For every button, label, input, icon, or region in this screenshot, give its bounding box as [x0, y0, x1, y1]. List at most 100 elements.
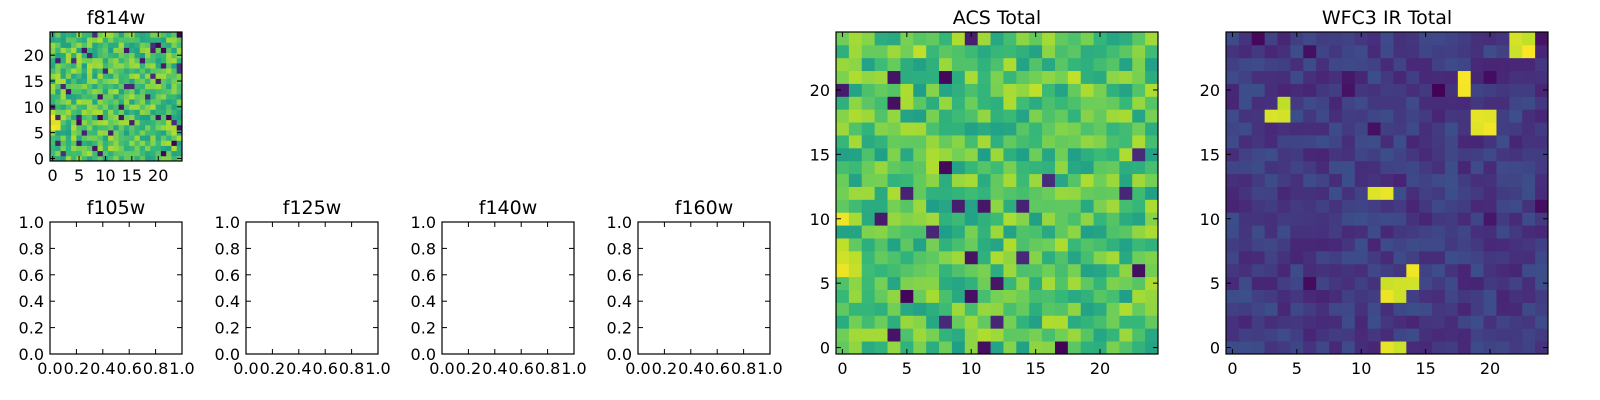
heatmap-cell	[71, 37, 77, 43]
heatmap-cell	[1132, 328, 1146, 342]
heatmap-cell	[1432, 57, 1446, 72]
heatmap-cell	[1029, 302, 1043, 316]
heatmap-cell	[171, 150, 178, 157]
heatmap-cell	[166, 114, 172, 121]
heatmap-cell	[118, 68, 125, 74]
heatmap-cell	[926, 199, 940, 213]
heatmap-cell	[1145, 199, 1159, 213]
heatmap-cell	[81, 119, 88, 126]
heatmap-cell	[1444, 96, 1459, 110]
heatmap-cell	[874, 96, 888, 110]
heatmap-cell	[160, 114, 167, 121]
heatmap-cell	[139, 104, 146, 110]
heatmap-cell	[1277, 250, 1291, 265]
heatmap-cell	[1238, 212, 1253, 226]
x-tick-label: 10	[1351, 359, 1371, 378]
heatmap-cell	[1106, 341, 1120, 355]
heatmap-cell	[102, 114, 109, 121]
heatmap-cell	[1093, 276, 1107, 290]
heatmap-cell	[145, 145, 151, 152]
heatmap-cell	[171, 78, 178, 84]
heatmap-cell	[887, 276, 901, 290]
heatmap-cell	[145, 140, 151, 146]
heatmap-cell	[1238, 160, 1253, 175]
heatmap-cell	[150, 32, 156, 38]
heatmap-cell	[1277, 276, 1291, 290]
heatmap-cell	[1367, 341, 1381, 355]
heatmap-cell	[990, 341, 1004, 355]
heatmap-cell	[900, 315, 914, 329]
heatmap-cell	[1406, 212, 1420, 226]
heatmap-cell	[1316, 328, 1330, 342]
heatmap-cell	[1042, 109, 1056, 123]
heatmap-cell	[113, 42, 120, 48]
heatmap-cell	[92, 124, 98, 131]
heatmap-cell	[1119, 263, 1133, 278]
heatmap-cell	[1354, 302, 1369, 316]
heatmap-cell	[1226, 289, 1240, 303]
heatmap-cell	[102, 130, 109, 136]
heatmap-cell	[60, 145, 67, 152]
heatmap-cell	[977, 225, 991, 239]
heatmap-cell	[926, 341, 940, 355]
heatmap-cell	[1251, 341, 1266, 355]
heatmap-cell	[836, 315, 850, 329]
y-tick-label: 0.2	[215, 319, 240, 338]
heatmap-cell	[65, 150, 72, 157]
heatmap-cell	[1380, 250, 1394, 265]
heatmap-cell	[1354, 328, 1369, 342]
heatmap-cell	[97, 104, 104, 110]
heatmap-cell	[1264, 186, 1278, 200]
heatmap-cell	[1029, 83, 1043, 97]
x-tick-label: 0.4	[482, 359, 507, 378]
plot-area-f105w	[50, 222, 182, 354]
heatmap-cell	[60, 88, 67, 95]
heatmap-cell	[71, 78, 77, 84]
heatmap-cell	[1119, 147, 1133, 162]
heatmap-cell	[964, 186, 979, 200]
heatmap-cell	[102, 78, 109, 84]
heatmap-cell	[1522, 302, 1536, 316]
heatmap-cell	[1457, 276, 1472, 290]
heatmap-cell	[1132, 44, 1146, 59]
heatmap-cell	[836, 96, 850, 110]
heatmap-cell	[1290, 109, 1304, 123]
heatmap-cell	[1145, 109, 1159, 123]
heatmap-cell	[874, 302, 888, 316]
heatmap-cell	[176, 88, 183, 95]
heatmap-cell	[1457, 225, 1472, 239]
heatmap-cell	[1226, 173, 1240, 187]
heatmap-cell	[1042, 135, 1056, 149]
heatmap-cell	[1496, 263, 1510, 278]
heatmap-cell	[139, 37, 146, 43]
heatmap-cell	[1483, 160, 1497, 175]
heatmap-cell	[71, 150, 77, 157]
heatmap-cell	[108, 47, 114, 54]
heatmap-cell	[1522, 212, 1536, 226]
heatmap-cell	[160, 78, 167, 84]
heatmap-cell	[60, 62, 67, 69]
heatmap-cell	[939, 109, 953, 123]
heatmap-cell	[1329, 199, 1343, 213]
heatmap-cell	[1329, 96, 1343, 110]
heatmap-cell	[1277, 225, 1291, 239]
heatmap-cell	[939, 186, 953, 200]
x-tick-label: 0.0	[37, 359, 62, 378]
heatmap-cell	[900, 70, 914, 84]
heatmap-cell	[1535, 225, 1549, 239]
heatmap-cell	[1354, 263, 1369, 278]
heatmap-cell	[1264, 238, 1278, 252]
heatmap-cell	[76, 135, 83, 141]
heatmap-cell	[55, 62, 61, 69]
heatmap-cell	[97, 145, 104, 152]
heatmap-cell	[1016, 276, 1030, 290]
heatmap-cell	[1535, 328, 1549, 342]
heatmap-cell	[145, 73, 151, 79]
heatmap-cell	[55, 114, 61, 121]
heatmap-cell	[1054, 160, 1069, 175]
heatmap-cell	[887, 96, 901, 110]
heatmap-cell	[1238, 238, 1253, 252]
heatmap-cell	[1316, 173, 1330, 187]
heatmap-cell	[166, 47, 172, 54]
